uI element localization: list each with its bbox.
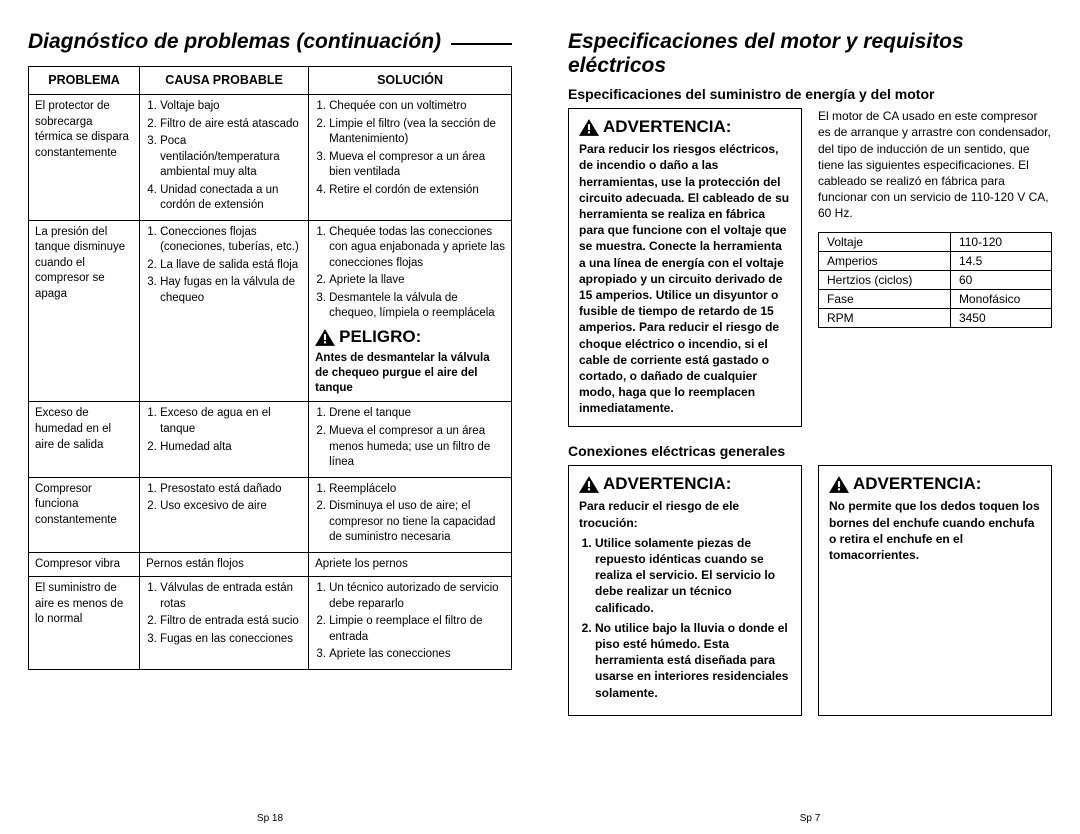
warning-box-2: ADVERTENCIA: Para reducir el riesgo de e… bbox=[568, 465, 802, 715]
spec-cell: 14.5 bbox=[950, 251, 1051, 270]
danger-text: Antes de desmantelar la válvula de chequ… bbox=[315, 351, 505, 396]
cause-cell: Exceso de agua en el tanqueHumedad alta bbox=[140, 402, 309, 477]
left-title: Diagnóstico de problemas (continuación) bbox=[28, 30, 441, 54]
warning-heading: ADVERTENCIA: bbox=[579, 474, 791, 494]
warning-label: ADVERTENCIA: bbox=[853, 474, 981, 494]
motor-description: El motor de CA usado en este compresor e… bbox=[818, 108, 1052, 221]
danger-heading: PELIGRO: bbox=[315, 326, 505, 349]
spec-cell: 110-120 bbox=[950, 232, 1051, 251]
warning-label: ADVERTENCIA: bbox=[603, 117, 731, 137]
warnings-row: ADVERTENCIA: Para reducir el riesgo de e… bbox=[568, 465, 1052, 725]
heading-rule bbox=[451, 43, 512, 45]
solution-cell: Drene el tanqueMueva el compresor a un á… bbox=[309, 402, 512, 477]
table-row: El suministro de aire es menos de lo nor… bbox=[29, 577, 512, 670]
th-cause: Causa Probable bbox=[140, 67, 309, 95]
warning-heading: ADVERTENCIA: bbox=[829, 474, 1041, 494]
spec-cell: Voltaje bbox=[819, 232, 951, 251]
warning-2-body: Para reducir el riesgo de ele trocución:… bbox=[579, 498, 791, 700]
spec-table: Voltaje110-120Amperios14.5Hertzios (cicl… bbox=[818, 232, 1052, 328]
right-heading: Especificaciones del motor y requisitos … bbox=[568, 30, 1052, 78]
spec-cell: Hertzios (ciclos) bbox=[819, 270, 951, 289]
problem-cell: El suministro de aire es menos de lo nor… bbox=[29, 577, 140, 670]
solution-cell: ReempláceloDisminuya el uso de aire; el … bbox=[309, 477, 512, 552]
warning-list-item: No utilice bajo la lluvia o donde el pis… bbox=[595, 620, 791, 701]
warning-icon bbox=[579, 476, 599, 493]
th-solution: Solución bbox=[309, 67, 512, 95]
spec-cell: Amperios bbox=[819, 251, 951, 270]
cause-cell: Conecciones flojas (coneciones, tuberías… bbox=[140, 220, 309, 402]
page-number-right: Sp 7 bbox=[568, 801, 1052, 824]
spec-subtitle: Especificaciones del suministro de energ… bbox=[568, 86, 1052, 102]
left-column: Diagnóstico de problemas (continuación) … bbox=[28, 30, 512, 824]
table-row: La presión del tanque disminuye cuando e… bbox=[29, 220, 512, 402]
troubleshoot-table: Problema Causa Probable Solución El prot… bbox=[28, 66, 512, 670]
warning-list-item: Utilice solamente piezas de repuesto idé… bbox=[595, 535, 791, 616]
table-row: Compresor vibraPernos están flojosApriet… bbox=[29, 552, 512, 577]
spec-row: Amperios14.5 bbox=[819, 251, 1052, 270]
spec-cell: Fase bbox=[819, 289, 951, 308]
warning-box-1: ADVERTENCIA: Para reducir los riesgos el… bbox=[568, 108, 802, 427]
warning-icon bbox=[315, 329, 335, 346]
problem-cell: Compresor funciona constantemente bbox=[29, 477, 140, 552]
connections-title: Conexiones eléctricas generales bbox=[568, 443, 1052, 459]
warning-2-intro: Para reducir el riesgo de ele trocución: bbox=[579, 499, 739, 529]
warning-1-text: Para reducir los riesgos eléctricos, de … bbox=[579, 141, 791, 416]
danger-label: PELIGRO: bbox=[339, 326, 421, 349]
warning-box-3: ADVERTENCIA: No permite que los dedos to… bbox=[818, 465, 1052, 715]
problem-cell: Compresor vibra bbox=[29, 552, 140, 577]
cause-cell: Presostato está dañadoUso excesivo de ai… bbox=[140, 477, 309, 552]
solution-cell: Un técnico autorizado de servicio debe r… bbox=[309, 577, 512, 670]
solution-cell: Apriete los pernos bbox=[309, 552, 512, 577]
cause-cell: Voltaje bajoFiltro de aire está atascado… bbox=[140, 95, 309, 221]
right-title: Especificaciones del motor y requisitos … bbox=[568, 30, 1042, 78]
problem-cell: El protector de sobrecarga térmica se di… bbox=[29, 95, 140, 221]
cause-cell: Válvulas de entrada están rotasFiltro de… bbox=[140, 577, 309, 670]
spec-row: Voltaje110-120 bbox=[819, 232, 1052, 251]
spec-cell: 60 bbox=[950, 270, 1051, 289]
left-heading: Diagnóstico de problemas (continuación) bbox=[28, 30, 512, 54]
problem-cell: La presión del tanque disminuye cuando e… bbox=[29, 220, 140, 402]
right-column: Especificaciones del motor y requisitos … bbox=[568, 30, 1052, 824]
warning-3-text: No permite que los dedos toquen los born… bbox=[829, 498, 1041, 563]
spec-two-col: ADVERTENCIA: Para reducir los riesgos el… bbox=[568, 108, 1052, 427]
warning-2-list: Utilice solamente piezas de repuesto idé… bbox=[579, 535, 791, 701]
table-row: Exceso de humedad en el aire de salidaEx… bbox=[29, 402, 512, 477]
spec-cell: 3450 bbox=[950, 308, 1051, 327]
table-row: El protector de sobrecarga térmica se di… bbox=[29, 95, 512, 221]
warning-icon bbox=[829, 476, 849, 493]
warning-heading: ADVERTENCIA: bbox=[579, 117, 791, 137]
warning-icon bbox=[579, 119, 599, 136]
cause-cell: Pernos están flojos bbox=[140, 552, 309, 577]
spec-cell: Monofásico bbox=[950, 289, 1051, 308]
solution-cell: Chequée todas las conecciones con agua e… bbox=[309, 220, 512, 402]
table-row: Compresor funciona constantementePresost… bbox=[29, 477, 512, 552]
solution-cell: Chequée con un voltimetroLimpie el filtr… bbox=[309, 95, 512, 221]
th-problem: Problema bbox=[29, 67, 140, 95]
problem-cell: Exceso de humedad en el aire de salida bbox=[29, 402, 140, 477]
spec-row: Hertzios (ciclos)60 bbox=[819, 270, 1052, 289]
warning-label: ADVERTENCIA: bbox=[603, 474, 731, 494]
page-number-left: Sp 18 bbox=[28, 801, 512, 824]
spec-row: FaseMonofásico bbox=[819, 289, 1052, 308]
spec-row: RPM3450 bbox=[819, 308, 1052, 327]
spec-cell: RPM bbox=[819, 308, 951, 327]
